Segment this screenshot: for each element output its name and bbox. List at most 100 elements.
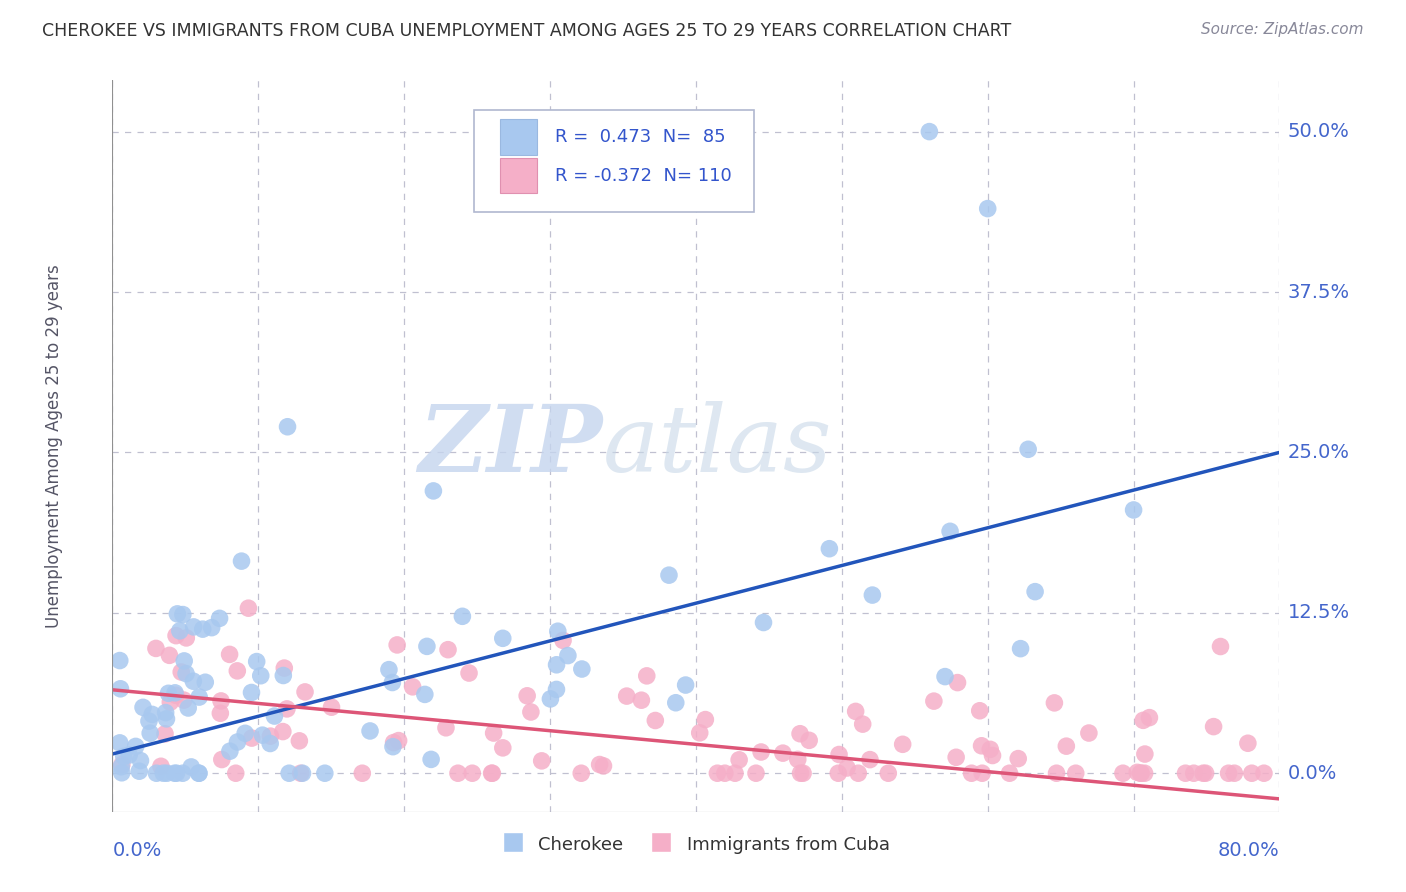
Point	[259, 737, 281, 751]
Point	[846, 766, 869, 780]
Point	[1133, 766, 1156, 780]
Point	[180, 760, 202, 774]
Point	[630, 693, 652, 707]
Point	[665, 696, 688, 710]
Point	[934, 670, 956, 684]
Legend: Cherokee, Immigrants from Cuba: Cherokee, Immigrants from Cuba	[495, 828, 897, 861]
Point	[321, 700, 343, 714]
Point	[174, 631, 197, 645]
Text: 25.0%: 25.0%	[1288, 443, 1350, 462]
Point	[111, 765, 134, 780]
Point	[249, 669, 271, 683]
Point	[520, 705, 543, 719]
Point	[240, 685, 263, 699]
Point	[786, 752, 808, 766]
Text: 12.5%: 12.5%	[1288, 603, 1350, 623]
Point	[970, 739, 993, 753]
Point	[845, 705, 868, 719]
Point	[706, 766, 728, 780]
Point	[979, 742, 1001, 756]
Point	[173, 654, 195, 668]
Point	[960, 766, 983, 780]
Point	[752, 615, 775, 630]
Point	[571, 662, 593, 676]
Point	[724, 766, 747, 780]
Point	[946, 675, 969, 690]
Point	[156, 766, 179, 780]
Point	[969, 704, 991, 718]
Point	[981, 748, 1004, 763]
Text: ZIP: ZIP	[419, 401, 603, 491]
Point	[413, 687, 436, 701]
Point	[381, 675, 404, 690]
Point	[458, 666, 481, 681]
Point	[789, 766, 811, 780]
Point	[792, 766, 814, 780]
Point	[1045, 766, 1067, 780]
Point	[945, 750, 967, 764]
Point	[972, 766, 994, 780]
Point	[271, 724, 294, 739]
Point	[557, 648, 579, 663]
Point	[434, 721, 457, 735]
Point	[183, 620, 205, 634]
Point	[1054, 739, 1077, 754]
Point	[877, 766, 900, 780]
Point	[728, 753, 751, 767]
Point	[1122, 503, 1144, 517]
Point	[271, 668, 294, 682]
Point	[141, 707, 163, 722]
Point	[219, 744, 242, 758]
Point	[551, 633, 574, 648]
Point	[695, 713, 717, 727]
Point	[188, 766, 211, 780]
Bar	[501, 120, 537, 154]
Text: Unemployment Among Ages 25 to 29 years: Unemployment Among Ages 25 to 29 years	[45, 264, 63, 628]
Point	[1223, 766, 1246, 780]
Point	[481, 766, 503, 780]
Point	[636, 669, 658, 683]
Point	[461, 766, 484, 780]
Point	[187, 766, 209, 780]
Point	[149, 759, 172, 773]
Point	[139, 726, 162, 740]
Point	[238, 601, 260, 615]
Point	[165, 629, 187, 643]
Point	[1192, 766, 1215, 780]
Point	[451, 609, 474, 624]
Point	[745, 766, 768, 780]
Point	[155, 712, 177, 726]
Point	[1126, 765, 1149, 780]
Point	[420, 752, 443, 766]
Point	[1010, 641, 1032, 656]
Point	[1112, 766, 1135, 780]
Point	[108, 654, 131, 668]
Point	[616, 689, 638, 703]
Bar	[501, 158, 537, 194]
Point	[173, 693, 195, 707]
Point	[201, 621, 224, 635]
Point	[218, 648, 240, 662]
Point	[492, 740, 515, 755]
Point	[675, 678, 697, 692]
Point	[276, 419, 298, 434]
Point	[191, 622, 214, 636]
Point	[1024, 584, 1046, 599]
Point	[1133, 747, 1156, 761]
Point	[155, 706, 177, 720]
Point	[159, 695, 181, 709]
Point	[231, 554, 253, 568]
Point	[1218, 766, 1240, 780]
Point	[644, 714, 666, 728]
Point	[166, 766, 188, 780]
Point	[163, 766, 186, 780]
Point	[492, 632, 515, 646]
Point	[416, 640, 439, 654]
Point	[689, 726, 711, 740]
Point	[447, 766, 470, 780]
Point	[749, 745, 772, 759]
Text: Source: ZipAtlas.com: Source: ZipAtlas.com	[1201, 22, 1364, 37]
Point	[194, 675, 217, 690]
Point	[827, 766, 849, 780]
Point	[401, 680, 423, 694]
